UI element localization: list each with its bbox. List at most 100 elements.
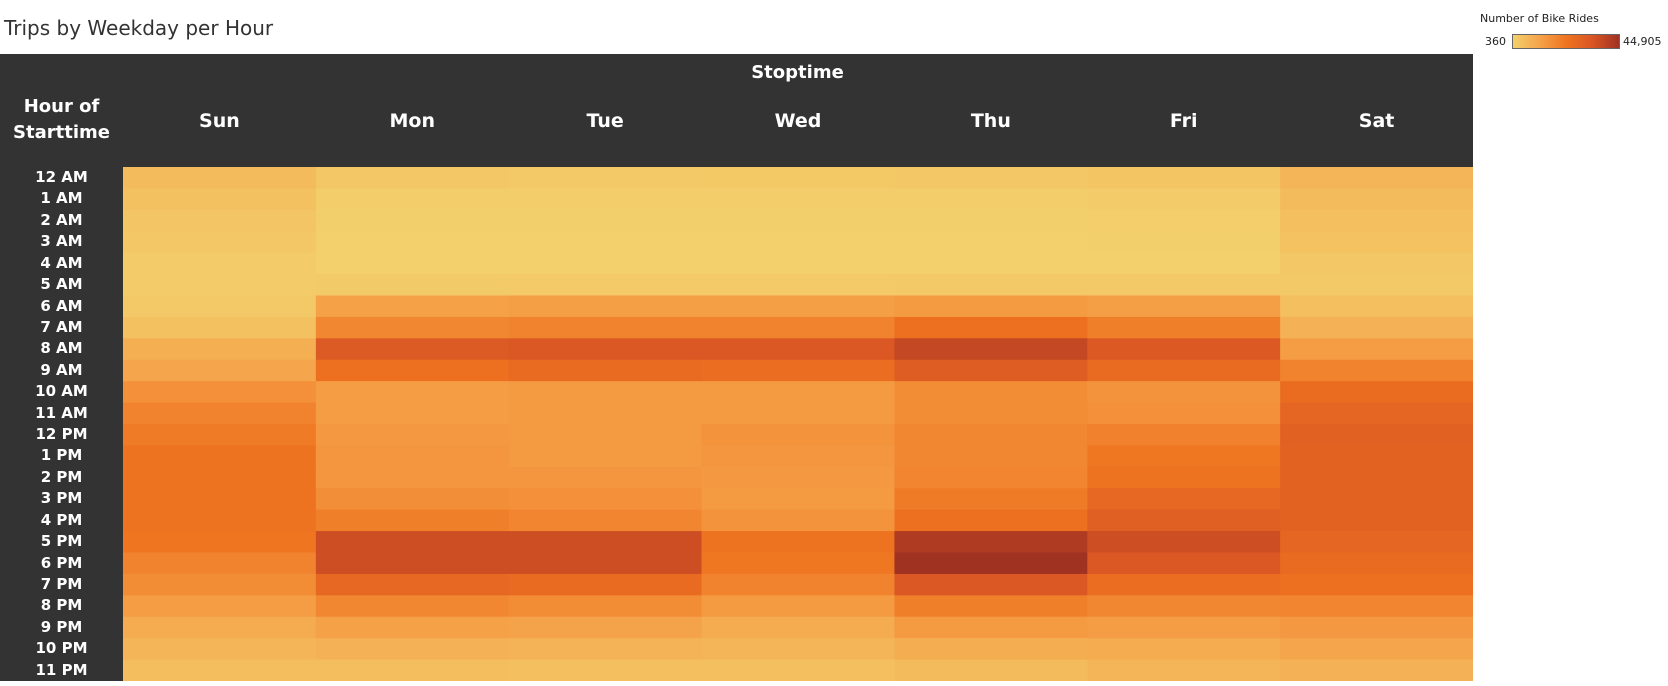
heat-cell-sat-7pm — [1280, 573, 1473, 596]
heat-cell-thu-7am — [894, 316, 1088, 339]
heat-cell-thu-8pm — [894, 595, 1088, 618]
hour-row-headers: 12 AM 1 AM 2 AM 3 AM 4 AM 5 AM 6 AM 7 AM 8 AM 9 A… — [0, 167, 123, 681]
heat-cell-fri-3am — [1087, 231, 1281, 254]
heat-cell-fri-7pm — [1087, 573, 1281, 596]
weekday-header-mon: Mon — [389, 110, 436, 132]
heat-cell-sat-4am — [1280, 252, 1473, 275]
heat-cell-mon-3am — [315, 231, 510, 254]
heat-cell-sun-2am — [123, 209, 317, 232]
heat-cell-fri-1am — [1087, 188, 1281, 211]
heat-cell-sun-6am — [123, 295, 317, 318]
heat-cell-sat-6pm — [1280, 552, 1473, 575]
heat-cell-wed-9pm — [701, 616, 895, 639]
heat-cell-sat-5pm — [1280, 531, 1473, 553]
legend-color-ramp — [1512, 34, 1620, 49]
heat-cell-fri-4pm — [1087, 509, 1281, 532]
heat-cell-sat-3am — [1280, 231, 1473, 254]
heat-cell-fri-2pm — [1087, 466, 1281, 489]
heat-cell-fri-10am — [1087, 381, 1281, 404]
heat-cell-sat-12am — [1280, 167, 1473, 189]
heat-cell-mon-10am — [315, 381, 510, 404]
heat-cell-thu-4am — [894, 252, 1088, 275]
hour-label: 8 PM — [40, 596, 83, 615]
heat-cell-tue-4am — [508, 252, 703, 275]
row-dimension-label: Hour of Starttime — [0, 94, 123, 146]
heat-cell-sun-8pm — [123, 595, 317, 618]
heat-cell-sat-4pm — [1280, 509, 1473, 532]
heat-cell-mon-6pm — [315, 552, 510, 575]
hour-label: 2 AM — [40, 210, 83, 229]
heat-cell-wed-2pm — [701, 466, 895, 489]
heat-cell-sat-11am — [1280, 402, 1473, 425]
heat-cell-sat-2am — [1280, 209, 1473, 232]
heat-cell-tue-12am — [508, 167, 703, 189]
heat-cell-tue-9pm — [508, 616, 703, 639]
heat-cell-sun-4am — [123, 252, 317, 275]
row-dimension-line2: Starttime — [13, 122, 110, 143]
heat-cell-fri-11pm — [1087, 659, 1281, 681]
heat-cell-wed-4am — [701, 252, 895, 275]
heat-cell-wed-10am — [701, 381, 895, 404]
heat-cell-fri-12am — [1087, 167, 1281, 189]
legend-title: Number of Bike Rides — [1480, 12, 1599, 25]
hour-label: 11 PM — [35, 660, 88, 679]
heat-cell-thu-11am — [894, 402, 1088, 425]
heat-cell-tue-2am — [508, 209, 703, 232]
heat-cell-sun-3am — [123, 231, 317, 254]
heat-cell-tue-1am — [508, 188, 703, 211]
heat-cell-fri-9pm — [1087, 616, 1281, 639]
hour-label: 7 PM — [40, 574, 83, 593]
heat-cell-sun-5am — [123, 274, 317, 296]
heat-cell-fri-6am — [1087, 295, 1281, 318]
heat-cell-wed-1pm — [701, 445, 895, 468]
heat-cell-wed-4pm — [701, 509, 895, 532]
heat-cell-sun-11am — [123, 402, 317, 425]
heat-cell-sun-8am — [123, 338, 317, 361]
heat-cell-mon-12pm — [315, 424, 510, 446]
heat-cell-mon-7pm — [315, 573, 510, 596]
heat-cell-thu-11pm — [894, 659, 1088, 681]
hour-label: 3 PM — [40, 489, 83, 508]
heat-cell-thu-10pm — [894, 638, 1088, 661]
heat-cell-mon-4pm — [315, 509, 510, 532]
heat-cell-thu-1am — [894, 188, 1088, 211]
heat-cell-wed-12am — [701, 167, 895, 189]
heat-cell-sat-5am — [1280, 274, 1473, 296]
hour-label: 6 PM — [40, 553, 83, 572]
heat-cell-tue-8pm — [508, 595, 703, 618]
heat-cell-fri-6pm — [1087, 552, 1281, 575]
heat-cell-tue-10pm — [508, 638, 703, 661]
legend-max-label: 44,905 — [1623, 35, 1662, 48]
heat-cell-sat-11pm — [1280, 659, 1473, 681]
hour-label: 1 AM — [40, 189, 83, 208]
heat-cell-wed-7pm — [701, 573, 895, 596]
heat-cell-thu-4pm — [894, 509, 1088, 532]
heat-cell-sat-1am — [1280, 188, 1473, 211]
heat-cell-sun-9am — [123, 359, 317, 382]
heat-cell-sun-2pm — [123, 466, 317, 489]
heat-cell-wed-5pm — [701, 531, 895, 553]
heat-cell-sun-7pm — [123, 573, 317, 596]
heat-cell-fri-11am — [1087, 402, 1281, 425]
hour-label: 7 AM — [40, 317, 83, 336]
row-dimension-line1: Hour of — [23, 96, 100, 117]
heat-cell-thu-6pm — [894, 552, 1088, 575]
heat-cell-sat-10am — [1280, 381, 1473, 404]
heat-cell-sat-7am — [1280, 316, 1473, 339]
heat-cell-thu-3am — [894, 231, 1088, 254]
hour-label: 9 AM — [40, 360, 83, 379]
heat-cell-tue-6am — [508, 295, 703, 318]
heat-cell-thu-8am — [894, 338, 1088, 361]
weekday-header-sun: Sun — [199, 110, 240, 132]
heat-cell-sat-9am — [1280, 359, 1473, 382]
heat-cell-mon-9am — [315, 359, 510, 382]
hour-label: 10 PM — [35, 639, 88, 658]
heat-cell-wed-8pm — [701, 595, 895, 618]
heat-cell-sun-11pm — [123, 659, 317, 681]
heat-cell-fri-3pm — [1087, 488, 1281, 511]
heat-cell-thu-3pm — [894, 488, 1088, 511]
heat-cell-sun-3pm — [123, 488, 317, 511]
heat-cell-tue-11am — [508, 402, 703, 425]
heat-cell-sun-9pm — [123, 616, 317, 639]
heat-cell-sun-12am — [123, 167, 317, 189]
